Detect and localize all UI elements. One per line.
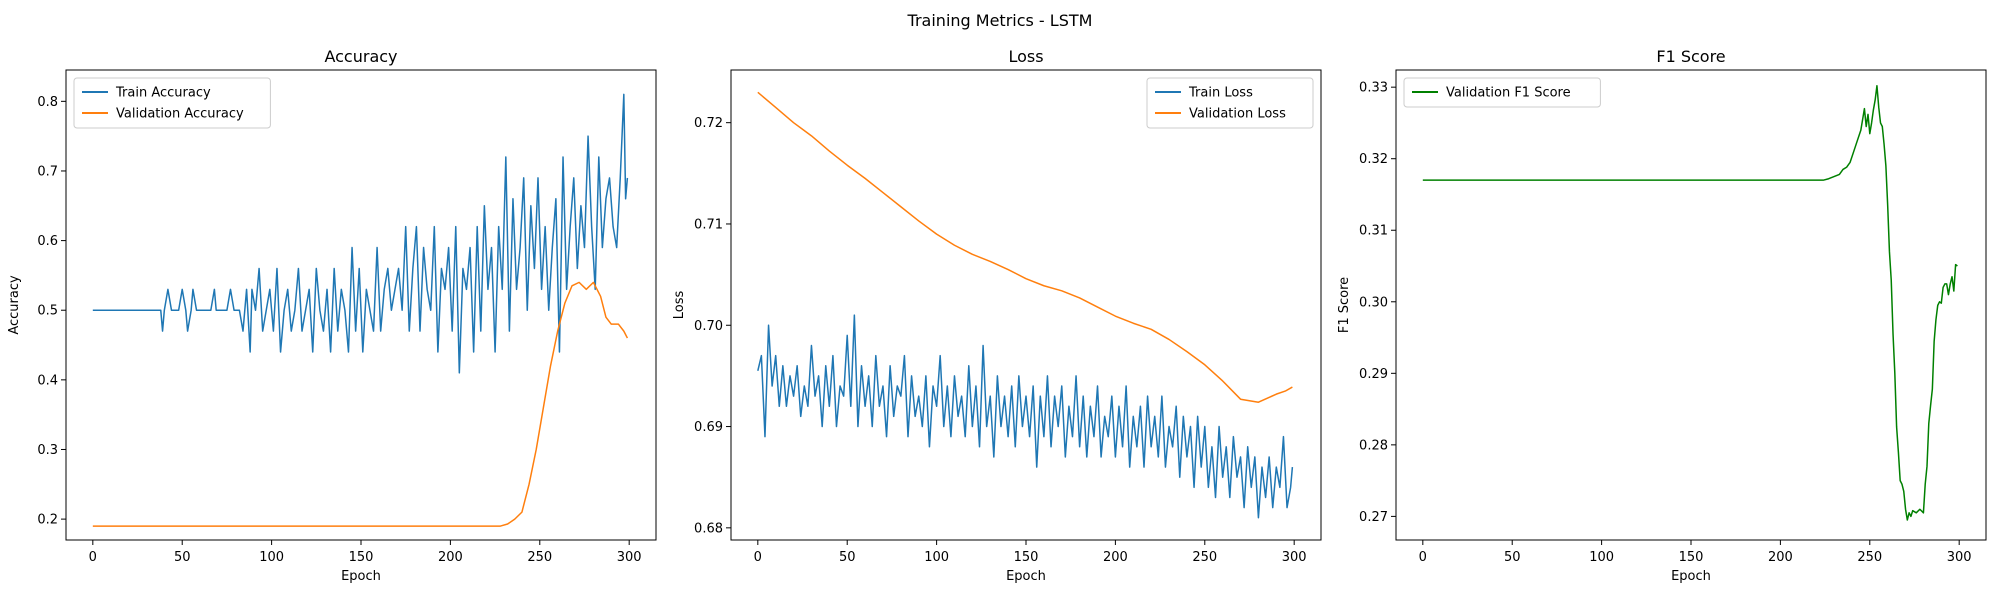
loss-x-tick-label: 100 [924, 550, 949, 565]
loss-legend-box [1146, 77, 1314, 129]
f1-score-y-tick-label: 0.32 [1359, 152, 1388, 167]
loss-title: Loss [1008, 47, 1043, 66]
f1-score-y-tick-label: 0.28 [1359, 438, 1388, 453]
f1-score-y-axis-label: F1 Score [1337, 277, 1352, 333]
validation-loss-line [757, 91, 1293, 403]
f1-score-y-tick-label: 0.31 [1359, 224, 1388, 239]
accuracy-y-tick-label: 0.6 [37, 234, 58, 249]
accuracy-x-tick-label: 300 [617, 550, 642, 565]
accuracy-y-tick-label: 0.4 [37, 373, 58, 388]
accuracy-title: Accuracy [324, 47, 397, 66]
f1-score-x-tick-label: 250 [1857, 550, 1882, 565]
accuracy-panel: 0 50 100 150 200 250 300 0.2 0.3 0.4 0.5 0.6 0.7 0.8 A… [7, 47, 657, 584]
train-loss-legend-label: Train Loss [1188, 86, 1253, 101]
validation-accuracy-legend-label: Validation Accuracy [116, 107, 244, 122]
validation-accuracy-line [92, 281, 629, 527]
accuracy-y-tick-label: 0.5 [37, 304, 58, 319]
accuracy-x-tick-label: 50 [174, 550, 191, 565]
accuracy-legend: Train Accuracy Validation Accuracy [73, 77, 271, 129]
loss-x-tick-label: 50 [839, 550, 856, 565]
accuracy-x-tick-label: 150 [349, 550, 374, 565]
loss-x-tick-label: 200 [1103, 550, 1128, 565]
f1-score-title: F1 Score [1656, 47, 1725, 66]
loss-x-tick-label: 150 [1014, 550, 1039, 565]
f1-score-series-group [1422, 84, 1958, 521]
figure-title: Training Metrics - LSTM [907, 11, 1093, 30]
validation-f1-score-line [1422, 84, 1958, 521]
accuracy-legend-box [73, 77, 271, 129]
loss-x-tick-label: 300 [1282, 550, 1307, 565]
f1-score-legend-box [1403, 77, 1601, 108]
loss-y-tick-label: 0.72 [694, 116, 723, 131]
loss-y-tick-label: 0.69 [694, 420, 723, 435]
f1-score-plot-area [1396, 70, 1986, 540]
accuracy-x-tick-label: 0 [89, 550, 97, 565]
loss-y-tick-label: 0.70 [694, 319, 723, 334]
accuracy-y-tick-label: 0.7 [37, 164, 58, 179]
validation-f1-score-legend-label: Validation F1 Score [1446, 86, 1571, 101]
f1-score-x-tick-label: 100 [1589, 550, 1614, 565]
loss-y-tick-label: 0.71 [694, 217, 723, 232]
f1-score-x-tick-label: 200 [1768, 550, 1793, 565]
accuracy-x-tick-label: 250 [527, 550, 552, 565]
train-accuracy-line [92, 93, 629, 374]
f1-score-y-tick-label: 0.29 [1359, 367, 1388, 382]
f1-score-x-tick-label: 0 [1419, 550, 1427, 565]
f1-score-panel: 0 50 100 150 200 250 300 0.27 0.28 0.29 0.30 0.31 0.… [1337, 47, 1987, 584]
loss-y-axis-label: Loss [672, 291, 687, 320]
loss-x-axis-label: Epoch [1006, 569, 1046, 584]
f1-score-x-tick-label: 300 [1947, 550, 1972, 565]
f1-score-y-tick-label: 0.33 [1359, 81, 1388, 96]
loss-panel: 0 50 100 150 200 250 300 0.68 0.69 0.70 0.71 0.72 Lo… [672, 47, 1322, 584]
train-loss-line [757, 314, 1294, 519]
f1-score-x-tick-label: 150 [1679, 550, 1704, 565]
f1-score-y-tick-label: 0.27 [1359, 510, 1388, 525]
accuracy-x-tick-label: 100 [259, 550, 284, 565]
accuracy-x-axis-label: Epoch [341, 569, 381, 584]
accuracy-y-tick-label: 0.8 [37, 95, 58, 110]
loss-x-tick-label: 250 [1192, 550, 1217, 565]
train-accuracy-legend-label: Train Accuracy [115, 86, 211, 101]
accuracy-y-axis-label: Accuracy [7, 275, 22, 335]
loss-plot-area [731, 70, 1321, 540]
loss-y-tick-label: 0.68 [694, 521, 723, 536]
loss-legend: Train Loss Validation Loss [1146, 77, 1314, 129]
accuracy-y-tick-label: 0.2 [37, 513, 58, 528]
f1-score-legend: Validation F1 Score [1403, 77, 1601, 108]
f1-score-x-axis-label: Epoch [1671, 569, 1711, 584]
f1-score-x-tick-label: 50 [1504, 550, 1521, 565]
validation-loss-legend-label: Validation Loss [1189, 107, 1286, 122]
accuracy-series-group [92, 93, 629, 527]
accuracy-x-tick-label: 200 [438, 550, 463, 565]
loss-series-group [757, 91, 1294, 519]
accuracy-y-tick-label: 0.3 [37, 443, 58, 458]
loss-x-tick-label: 0 [754, 550, 762, 565]
f1-score-y-tick-label: 0.30 [1359, 295, 1388, 310]
